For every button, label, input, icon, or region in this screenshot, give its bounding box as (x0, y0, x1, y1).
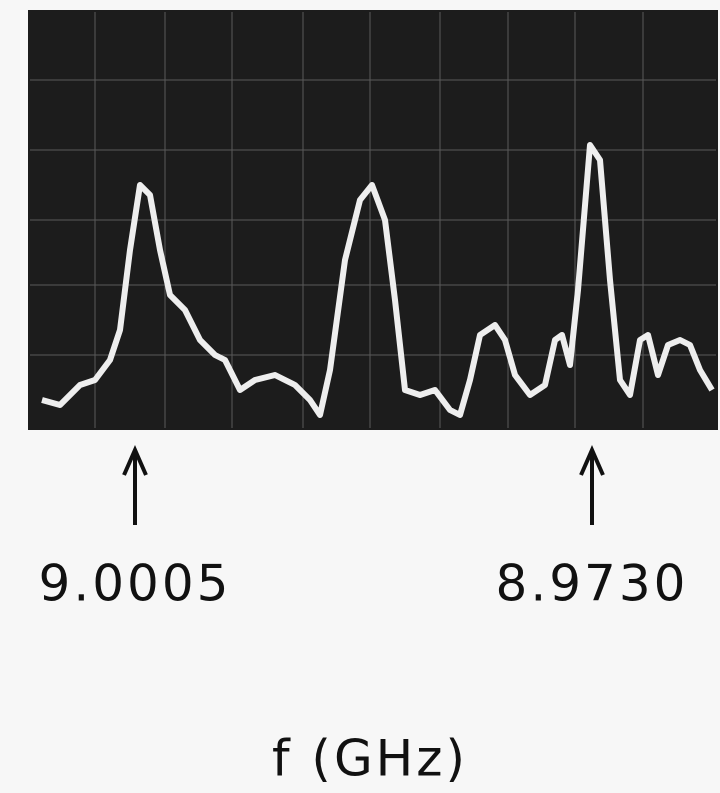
figure: 9.0005 8.9730 f (GHz) (0, 0, 720, 793)
marker-arrows (124, 450, 603, 525)
marker-label: 8.9730 (496, 555, 689, 613)
page: {"markers": [{"label": "9.0005"}, {"labe… (0, 0, 720, 793)
marker-label: 9.0005 (39, 555, 232, 613)
axis-label: f (GHz) (272, 730, 468, 788)
